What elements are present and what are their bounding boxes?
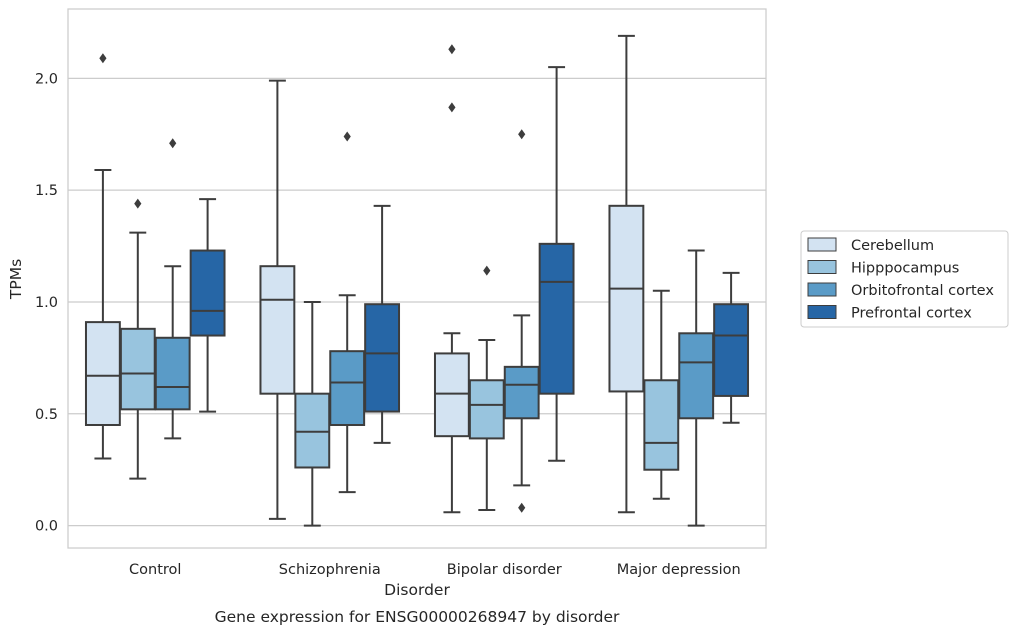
y-tick-label: 0.5 xyxy=(35,407,58,423)
box-iqr xyxy=(433,352,470,438)
box-group xyxy=(189,198,226,413)
box-group xyxy=(84,53,121,460)
box-iqr xyxy=(643,379,680,471)
outlier-point xyxy=(134,198,142,209)
box-group xyxy=(433,44,470,514)
box-group xyxy=(468,265,505,511)
box-group xyxy=(713,271,750,424)
x-tick-labels: Control Schizophrenia Bipolar disorder Majo… xyxy=(129,562,741,578)
y-tick-label: 0.0 xyxy=(35,519,58,535)
box-iqr xyxy=(294,392,331,469)
box-iqr xyxy=(678,332,715,420)
box-iqr xyxy=(503,365,540,420)
chart-caption: Gene expression for ENSG00000268947 by d… xyxy=(215,608,620,626)
x-tick-label: Bipolar disorder xyxy=(447,562,562,578)
y-tick-label: 1.0 xyxy=(35,295,58,311)
outlier-point xyxy=(518,502,526,513)
box-group xyxy=(294,300,331,527)
legend-frame xyxy=(800,230,1009,328)
y-tick-label: 1.5 xyxy=(35,183,58,199)
box-iqr xyxy=(608,204,645,393)
box-group xyxy=(154,138,191,440)
box-group xyxy=(503,129,540,513)
box-iqr xyxy=(154,336,191,411)
box-iqr xyxy=(119,327,156,411)
legend-label: Cerebellum xyxy=(851,238,934,254)
box-group xyxy=(119,198,156,480)
box-layer xyxy=(84,34,750,527)
outlier-point xyxy=(99,53,107,64)
legend-label: Hipppocampus xyxy=(851,261,959,277)
plot-frame xyxy=(67,8,767,549)
legend-swatch xyxy=(807,260,837,274)
x-tick-label: Major depression xyxy=(617,562,741,578)
x-tick-label: Schizophrenia xyxy=(279,562,381,578)
legend-label: Orbitofrontal cortex xyxy=(851,283,994,299)
outlier-point xyxy=(448,102,456,113)
legend-swatch xyxy=(807,282,837,297)
outlier-point xyxy=(169,138,177,149)
outlier-point xyxy=(518,129,526,140)
box-group xyxy=(678,249,715,527)
box-group xyxy=(364,204,401,444)
legend-items: Cerebellum Hipppocampus Orbitofrontal cort… xyxy=(807,237,994,322)
y-axis-title: TPMs xyxy=(7,259,25,300)
x-tick-label: Control xyxy=(129,562,181,578)
outlier-point xyxy=(483,265,491,276)
box-iqr xyxy=(259,265,296,395)
box-group xyxy=(259,79,296,520)
outlier-point xyxy=(448,44,456,55)
box-group xyxy=(329,131,366,494)
box-iqr xyxy=(468,379,505,440)
box-group xyxy=(643,289,680,500)
box-iqr xyxy=(189,249,226,337)
legend: Cerebellum Hipppocampus Orbitofrontal cort… xyxy=(800,230,1009,328)
x-axis-title: Disorder xyxy=(384,581,450,599)
box-iqr xyxy=(329,350,366,426)
box-iqr xyxy=(538,242,575,395)
box-iqr xyxy=(364,303,401,413)
box-group xyxy=(608,34,645,514)
y-tick-labels: 0.0 0.5 1.0 1.5 2.0 xyxy=(35,71,58,534)
legend-label: Prefrontal cortex xyxy=(851,306,972,322)
legend-swatch xyxy=(807,305,837,319)
box-iqr xyxy=(713,303,750,397)
y-tick-label: 2.0 xyxy=(35,71,58,87)
box-group xyxy=(538,66,575,462)
legend-swatch xyxy=(807,237,837,252)
outlier-point xyxy=(343,131,351,142)
box-iqr xyxy=(84,321,121,426)
